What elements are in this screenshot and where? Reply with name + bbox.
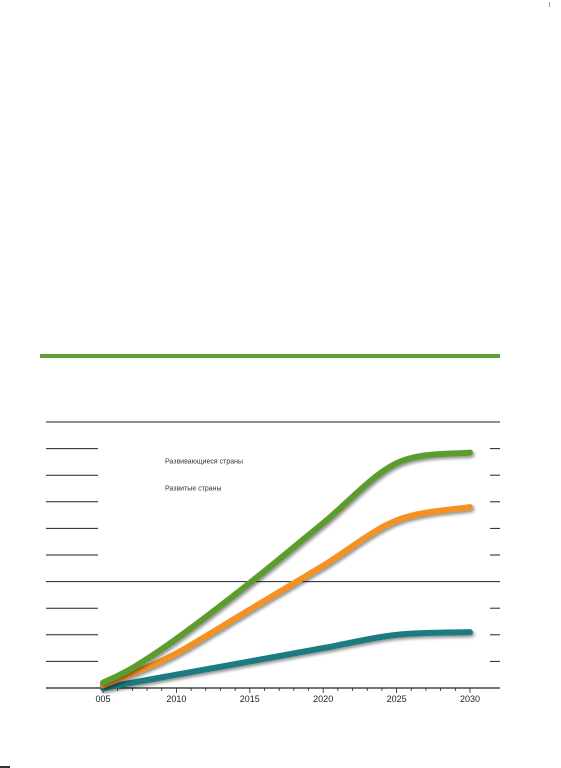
- grid-lines: [46, 421, 500, 662]
- header-rule: [40, 354, 500, 358]
- x-axis-ticks: 005 2010 2015 2020 2025 2030: [95, 688, 480, 704]
- x-tick-label: 2030: [460, 694, 480, 704]
- x-tick-label: 2020: [313, 694, 333, 704]
- series-line-2: [100, 504, 473, 689]
- x-tick-label: 2015: [240, 694, 260, 704]
- x-tick-label: 005: [95, 694, 110, 704]
- legend-label-2: Развивающиеся страны: [165, 459, 243, 466]
- series-line-3: [100, 629, 473, 691]
- legend: Развивающиеся страны Развитые страны: [101, 434, 243, 493]
- x-tick-label: 2010: [166, 694, 186, 704]
- series-lines: [100, 449, 473, 691]
- x-tick-label: 2025: [387, 694, 407, 704]
- corner-mark: [549, 2, 550, 7]
- legend-label-3: Развитые страны: [165, 486, 222, 493]
- page-edge-mark: [0, 766, 10, 768]
- series-line-1: [100, 449, 473, 686]
